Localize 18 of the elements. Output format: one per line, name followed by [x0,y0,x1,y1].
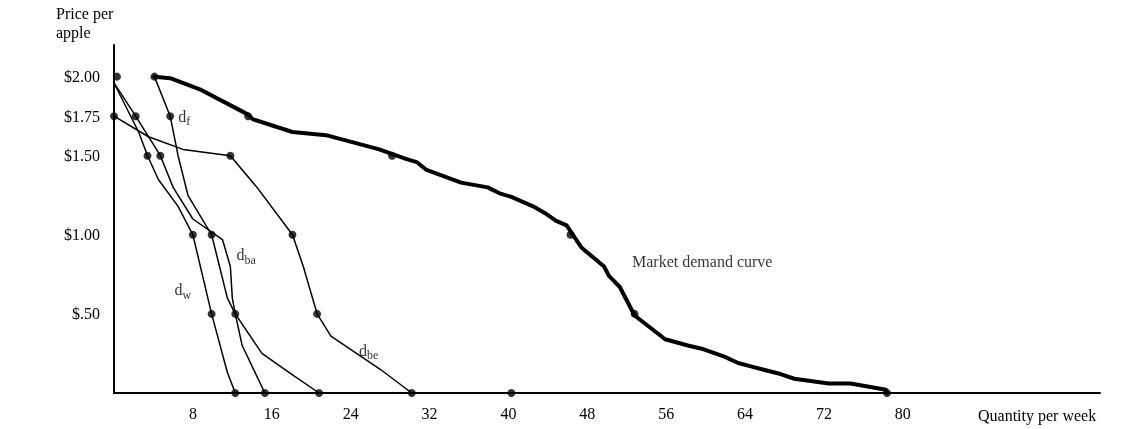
x-tick-label: 64 [737,404,754,422]
y-tick-label: $1.00 [64,226,100,244]
x-tick-label: 16 [263,404,280,422]
x-tick-label: 24 [342,404,359,422]
y-tick-label: $1.75 [64,107,100,125]
x-tick-label: 8 [188,404,197,422]
x-tick-label: 56 [658,404,675,422]
series-label: Market demand curve [632,252,773,270]
y-tick-label: $2.00 [64,68,100,86]
x-tick-label: 48 [579,404,596,422]
y-axis-title: Price per apple [56,5,118,42]
x-tick-label: 40 [500,404,517,422]
x-tick-label: 32 [421,404,438,422]
y-tick-label: $1.50 [64,147,100,165]
x-axis-title: Quantity per week [978,406,1097,425]
x-tick-label: 80 [894,404,911,422]
x-tick-label: 72 [815,404,832,422]
y-tick-label: $.50 [72,305,100,323]
